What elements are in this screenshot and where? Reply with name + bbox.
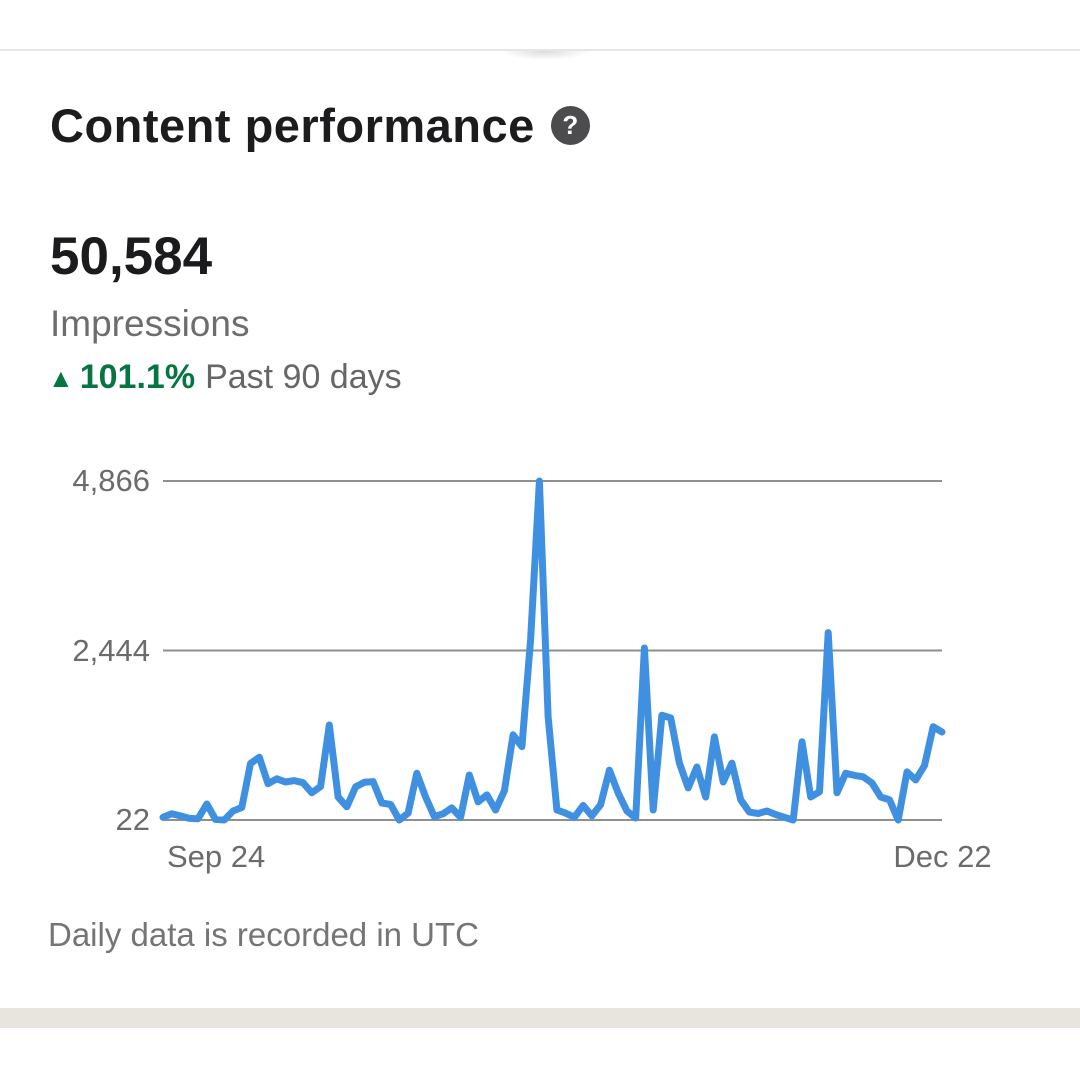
sheet-handle-shadow xyxy=(485,51,605,67)
sheet-top-divider xyxy=(0,49,1080,51)
utc-note: Daily data is recorded in UTC xyxy=(48,916,479,953)
trend-period: Past 90 days xyxy=(205,358,402,396)
trend-up-icon: ▲ xyxy=(48,362,74,393)
header: Content performance ? xyxy=(50,98,590,153)
y-axis-tick-1: 2,444 xyxy=(72,632,150,668)
x-axis-start-label: Sep 24 xyxy=(167,839,266,874)
y-axis-tick-0: 4,866 xyxy=(72,463,150,498)
trend-indicator: ▲ 101.1% Past 90 days xyxy=(48,358,402,397)
y-axis-tick-2: 22 xyxy=(115,802,150,837)
page-title: Content performance xyxy=(50,99,535,152)
impressions-count: 50,584 xyxy=(50,227,213,286)
chart-line xyxy=(159,477,946,824)
impressions-label: Impressions xyxy=(50,303,250,344)
help-icon[interactable]: ? xyxy=(550,106,590,145)
trend-percent: 101.1% xyxy=(79,358,196,396)
bottom-page-divider xyxy=(0,1008,1080,1028)
x-axis-end-label: Dec 22 xyxy=(893,839,992,874)
